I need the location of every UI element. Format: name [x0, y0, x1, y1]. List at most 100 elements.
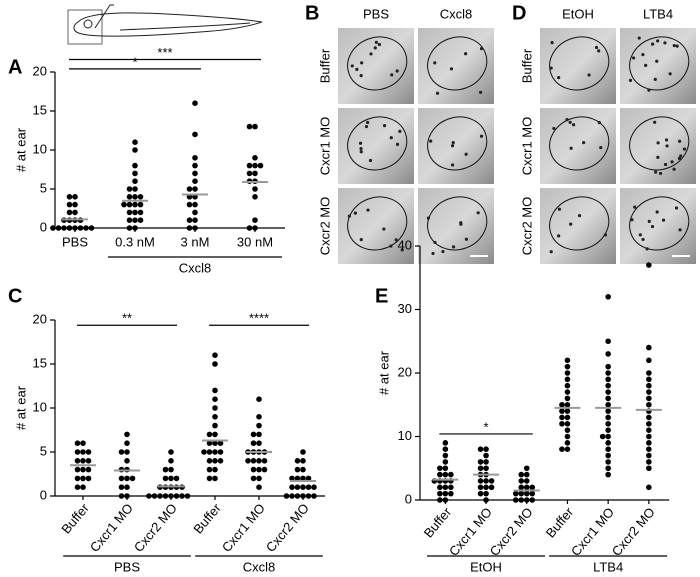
cell: [628, 78, 633, 82]
x-tick-label: Cxcr1 MO: [219, 500, 268, 554]
data-point: [559, 408, 565, 414]
data-point: [564, 414, 571, 421]
data-point: [437, 497, 443, 503]
data-point: [646, 376, 652, 383]
data-point: [300, 484, 306, 491]
data-point: [605, 376, 611, 383]
significance-label: **: [122, 311, 132, 326]
ear-outline: [549, 196, 610, 251]
cell: [459, 222, 463, 226]
cell: [668, 72, 672, 76]
data-point: [80, 458, 86, 464]
data-point: [132, 209, 138, 216]
data-point: [173, 493, 180, 499]
data-point: [250, 440, 257, 447]
group-label: Cxcl8: [243, 559, 276, 574]
data-point: [162, 475, 169, 482]
cell: [366, 120, 370, 125]
data-point: [118, 449, 125, 455]
data-point: [212, 449, 218, 455]
data-point: [72, 194, 78, 200]
cell: [656, 141, 660, 145]
data-point: [186, 217, 193, 223]
data-point: [186, 201, 193, 208]
data-point: [605, 338, 611, 345]
data-point: [605, 389, 611, 395]
cell: [557, 207, 562, 211]
data-point: [300, 458, 306, 464]
data-point: [442, 459, 449, 465]
data-point: [250, 475, 257, 482]
data-point: [300, 493, 306, 499]
data-point: [294, 458, 301, 464]
data-point: [118, 493, 125, 499]
data-point: [212, 352, 218, 359]
cell: [364, 125, 369, 129]
data-point: [437, 490, 443, 497]
cell: [355, 67, 359, 71]
data-point: [72, 225, 78, 231]
data-point: [206, 458, 213, 464]
significance-label: ****: [249, 311, 269, 326]
data-point: [488, 478, 495, 484]
data-point: [564, 408, 571, 414]
data-point: [477, 490, 484, 497]
data-point: [605, 382, 611, 389]
data-point: [132, 178, 138, 184]
column-label: Cxcl8: [440, 6, 473, 21]
x-tick-label: Buffer: [421, 504, 455, 541]
y-axis-label: # at ear: [13, 385, 28, 430]
data-point: [146, 493, 152, 499]
cell: [650, 42, 655, 46]
data-point: [246, 170, 253, 177]
data-point: [256, 414, 262, 420]
cell: [656, 39, 660, 43]
cell: [647, 88, 651, 92]
data-point: [529, 484, 536, 491]
cell: [549, 66, 553, 70]
data-point: [252, 123, 258, 130]
data-point: [124, 493, 130, 499]
cell: [476, 211, 480, 215]
cell: [637, 36, 641, 40]
row-label: Cxcr2 MO: [519, 197, 534, 256]
data-point: [66, 209, 73, 216]
data-point: [289, 475, 295, 482]
cell: [368, 158, 373, 163]
cell: [359, 74, 363, 78]
cell: [665, 144, 669, 148]
cell: [674, 206, 679, 210]
cell: [359, 150, 363, 154]
data-point: [605, 421, 611, 427]
cell: [360, 61, 364, 65]
cell: [464, 152, 468, 156]
data-point: [74, 466, 81, 473]
data-point: [256, 396, 262, 403]
data-point: [137, 217, 144, 223]
data-point: [66, 201, 73, 208]
data-point: [311, 493, 317, 499]
data-point: [124, 431, 130, 438]
cell: [631, 56, 636, 60]
data-point: [252, 186, 258, 192]
cell: [451, 141, 455, 145]
cell: [389, 244, 393, 248]
data-point: [192, 225, 198, 231]
data-point: [192, 162, 198, 169]
data-point: [483, 484, 489, 491]
ear-outline: [427, 196, 488, 251]
micrograph: [540, 108, 616, 184]
data-point: [212, 405, 218, 411]
y-tick-label: 15: [33, 102, 47, 117]
data-point: [132, 225, 138, 231]
data-point: [77, 225, 84, 231]
data-point: [85, 475, 92, 482]
data-point: [212, 361, 218, 367]
data-point: [300, 449, 306, 455]
data-point: [289, 484, 295, 491]
data-point: [212, 422, 218, 429]
cell: [678, 228, 682, 232]
data-point: [442, 490, 449, 497]
data-point: [252, 217, 258, 223]
data-point: [483, 478, 489, 484]
